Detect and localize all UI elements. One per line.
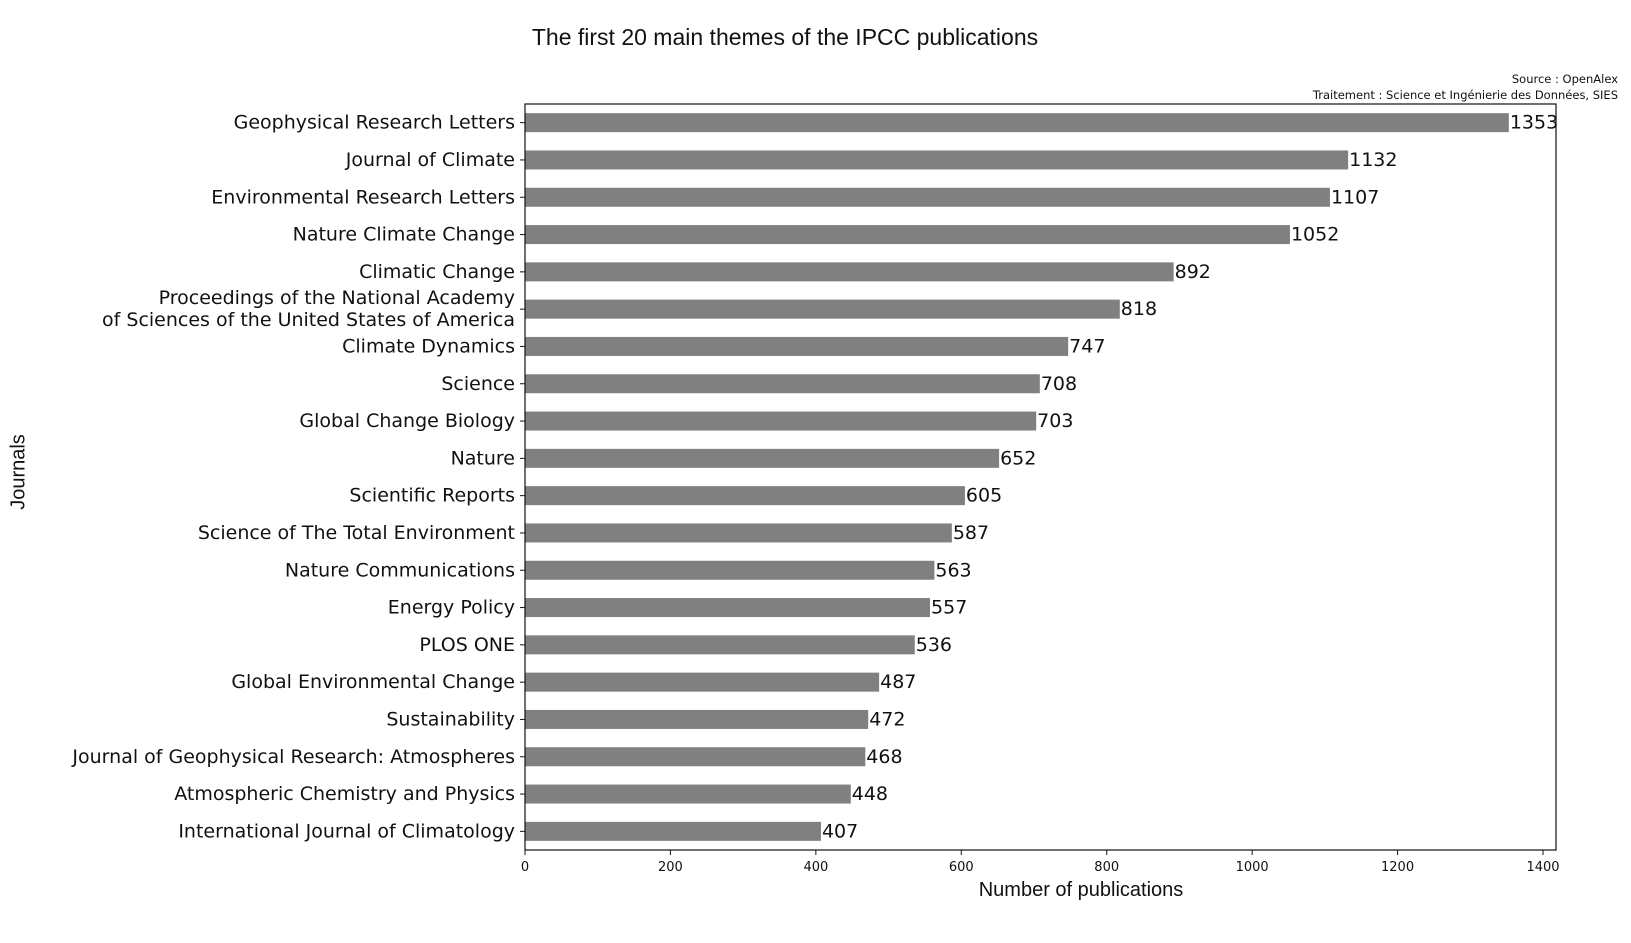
bar <box>525 747 866 767</box>
x-tick-label: 600 <box>949 860 974 875</box>
category-label: Nature Climate Change <box>293 224 515 246</box>
bar <box>525 187 1330 207</box>
x-tick-label: 1000 <box>1236 860 1269 875</box>
bar <box>525 113 1509 133</box>
x-tick-label: 400 <box>803 860 828 875</box>
bar-value-label: 818 <box>1121 298 1157 320</box>
category-label: Proceedings of the National Academy <box>159 287 515 309</box>
source-note: Source : OpenAlex Traitement : Science e… <box>1313 71 1618 103</box>
category-label: Environmental Research Letters <box>211 186 515 208</box>
x-tick-label: 1400 <box>1526 860 1559 875</box>
category-label: Climate Dynamics <box>342 335 515 357</box>
category-label: Sustainability <box>386 708 515 730</box>
category-label: Nature <box>451 447 515 469</box>
bar-value-label: 468 <box>866 746 902 768</box>
category-label: Climatic Change <box>359 261 515 283</box>
bar-value-label: 708 <box>1041 373 1077 395</box>
bar <box>525 821 821 841</box>
category-label: Atmospheric Chemistry and Physics <box>174 783 515 805</box>
bar <box>525 523 952 543</box>
bar <box>525 709 869 729</box>
processing-line: Traitement : Science et Ingénierie des D… <box>1312 88 1618 102</box>
bar <box>525 635 915 655</box>
bar <box>525 225 1290 245</box>
bar-value-label: 472 <box>869 708 905 730</box>
bar-value-label: 1107 <box>1331 186 1379 208</box>
category-label: Scientific Reports <box>349 485 515 507</box>
x-axis-label: Number of publications <box>978 879 1184 901</box>
bar-value-label: 563 <box>935 559 971 581</box>
bar-value-label: 652 <box>1000 447 1036 469</box>
bar <box>525 598 931 618</box>
x-tick-label: 0 <box>521 860 529 875</box>
bar <box>525 784 851 804</box>
x-tick-label: 200 <box>658 860 683 875</box>
bar-value-label: 1052 <box>1291 224 1339 246</box>
plot-frame <box>524 103 1557 851</box>
bar <box>525 262 1174 282</box>
category-label: Nature Communications <box>285 559 515 581</box>
category-label: Journal of Climate <box>345 149 515 171</box>
bar <box>525 299 1120 319</box>
bar-value-label: 407 <box>822 820 858 842</box>
bar-value-label: 892 <box>1175 261 1211 283</box>
bar-value-label: 747 <box>1069 335 1105 357</box>
bar-value-label: 605 <box>966 485 1002 507</box>
bar <box>525 150 1349 170</box>
category-label: Global Environmental Change <box>231 671 515 693</box>
chart-title: The first 20 main themes of the IPCC pub… <box>531 24 1039 50</box>
category-label: Science <box>441 373 515 395</box>
category-label: Global Change Biology <box>299 410 515 432</box>
category-label: Journal of Geophysical Research: Atmosph… <box>71 746 515 768</box>
bar-value-label: 557 <box>931 597 967 619</box>
x-tick-label: 1200 <box>1381 860 1414 875</box>
bar <box>525 411 1037 431</box>
bar-value-label: 487 <box>880 671 916 693</box>
category-label: Energy Policy <box>388 597 515 619</box>
bar <box>525 486 965 506</box>
category-label: Science of The Total Environment <box>198 522 515 544</box>
bar <box>525 448 1000 468</box>
bar <box>525 560 935 580</box>
x-tick-label: 800 <box>1094 860 1119 875</box>
source-line: Source : OpenAlex <box>1511 72 1618 86</box>
bar-value-label: 448 <box>852 783 888 805</box>
bar-value-label: 1132 <box>1349 149 1397 171</box>
bar-value-label: 1353 <box>1510 112 1558 134</box>
category-label: of Sciences of the United States of Amer… <box>102 309 515 331</box>
bar-value-label: 703 <box>1037 410 1073 432</box>
bar <box>525 672 880 692</box>
category-label: PLOS ONE <box>419 634 515 656</box>
category-label: International Journal of Climatology <box>178 820 515 842</box>
category-label: Geophysical Research Letters <box>234 112 515 134</box>
bar <box>525 336 1069 356</box>
bar <box>525 374 1040 394</box>
bar-value-label: 587 <box>953 522 989 544</box>
bar-value-label: 536 <box>916 634 952 656</box>
